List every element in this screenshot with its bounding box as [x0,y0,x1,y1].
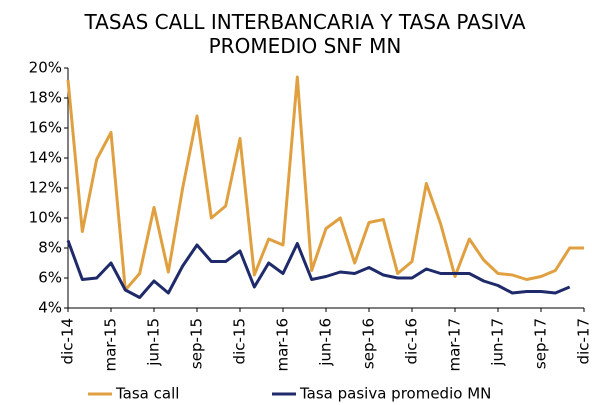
x-tick-label: dic-14 [59,318,77,364]
x-tick-label: dic-15 [231,318,249,364]
legend-label: Tasa call [115,385,179,403]
x-tick-label: mar-17 [446,318,464,372]
x-tick-label: mar-16 [274,318,292,372]
series-line [66,75,584,292]
y-tick-label: 20% [29,59,62,77]
x-tick-label: sep-15 [188,318,206,369]
y-tick-label: 4% [38,299,62,317]
y-tick-label: 10% [29,209,62,227]
x-tick-label: mar-15 [102,318,120,372]
chart-title: TASAS CALL INTERBANCARIA Y TASA PASIVA P… [84,10,526,58]
y-tick-label: 8% [38,239,62,257]
x-tick-label: dic-16 [403,318,421,364]
x-tick-label: jun-15 [145,318,163,367]
x-tick-label: jun-17 [489,318,507,367]
y-tick-label: 12% [29,179,62,197]
legend-label: Tasa pasiva promedio MN [299,385,491,403]
y-tick-label: 18% [29,89,62,107]
x-tick-label: sep-17 [532,318,550,369]
y-tick-label: 16% [29,119,62,137]
y-tick-label: 6% [38,269,62,287]
y-tick-label: 14% [29,149,62,167]
series-line [66,239,571,299]
x-tick-label: dic-17 [575,318,592,364]
x-tick-label: sep-16 [360,318,378,369]
x-tick-label: jun-16 [317,318,335,367]
